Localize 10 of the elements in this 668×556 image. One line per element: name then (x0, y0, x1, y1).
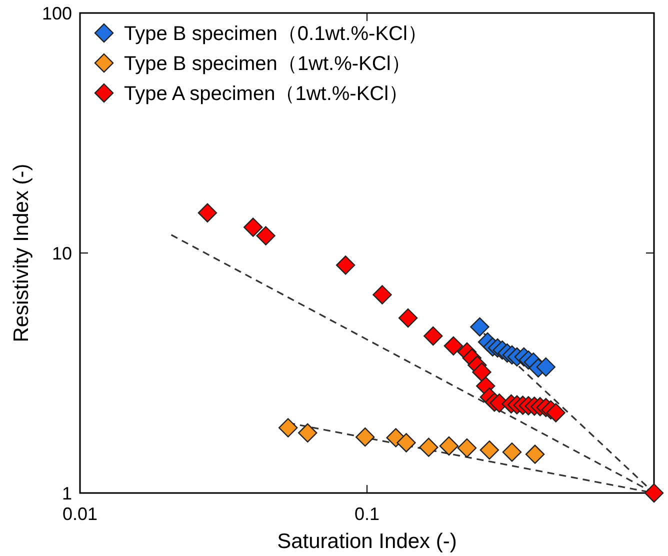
x-tick-label: 0.01 (62, 504, 98, 524)
legend-label: Type B specimen（1wt.%-KCl） (124, 53, 411, 75)
y-tick-label: 1 (62, 483, 72, 504)
y-tick-label: 100 (42, 3, 72, 24)
x-tick-label: 0.1 (354, 504, 380, 524)
x-axis-title: Saturation Index (-) (277, 530, 457, 553)
y-axis-title: Resistivity Index (-) (10, 164, 33, 342)
y-tick-label: 10 (52, 243, 72, 264)
legend-label: Type A specimen（1wt.%-KCl） (124, 83, 409, 105)
legend-label: Type B specimen（0.1wt.%-KCl） (124, 23, 428, 45)
